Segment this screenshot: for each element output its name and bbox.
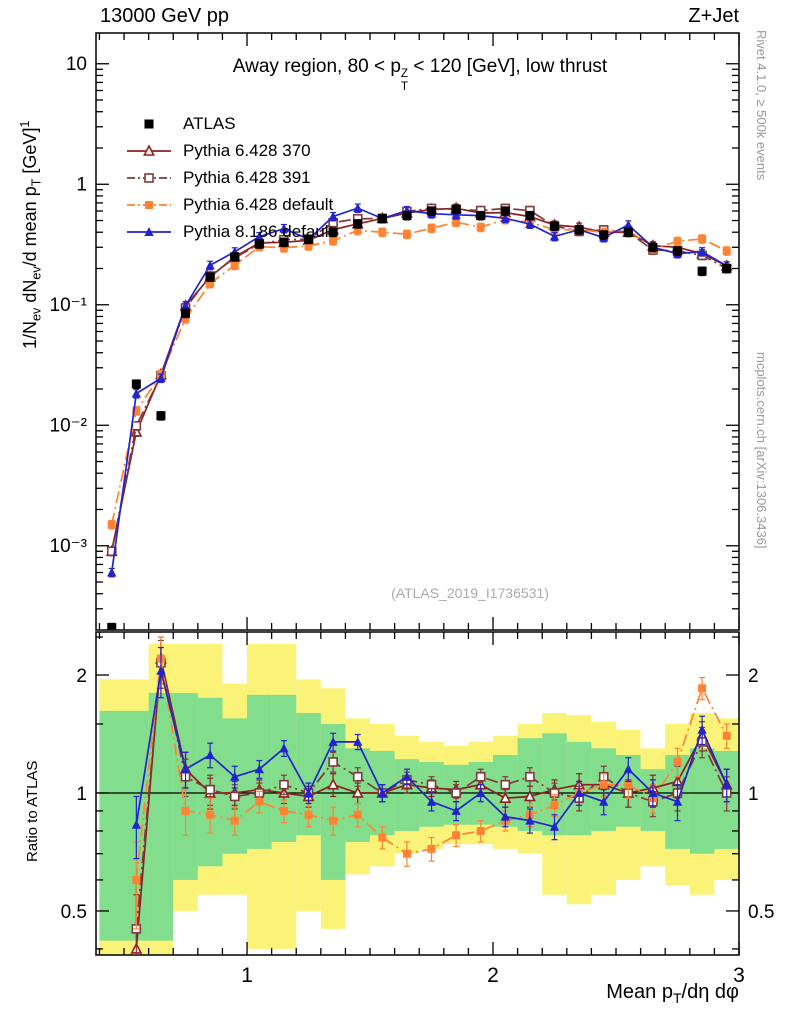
legend-item-pythia-6-428-370: Pythia 6.428 370 (126, 137, 333, 164)
tick-labels: 10⁻³ 10⁻² 10⁻¹ 1 10 0.5 0.5 1 1 2 2 1 2 3 (50, 54, 775, 987)
legend-marker-pythia-6-428-391-icon (127, 172, 171, 183)
ratio-panel-frame (95, 631, 740, 956)
legend-label: Pythia 6.428 391 (183, 167, 311, 187)
process-label: Z+Jet (688, 5, 739, 27)
svg-text:1: 1 (748, 784, 759, 805)
legend-item-pythia-6-428-default: Pythia 6.428 default (126, 191, 333, 218)
svg-text:1: 1 (76, 174, 87, 195)
legend: ATLAS Pythia 6.428 370 Pythia 6.428 391 Pyt… (126, 110, 333, 245)
axes-ticks (96, 33, 740, 955)
svg-text:10⁻²: 10⁻² (50, 415, 88, 436)
legend-label: ATLAS (183, 113, 236, 133)
svg-text:2: 2 (748, 666, 759, 687)
legend-item-pythia-6-428-391: Pythia 6.428 391 (126, 164, 333, 191)
series-main-pythia-6-428-391 (106, 203, 732, 557)
svg-text:10⁻¹: 10⁻¹ (50, 295, 88, 316)
y-axis-label-ratio: Ratio to ATLAS (24, 760, 41, 862)
series-main-atlas (107, 204, 732, 630)
rivet-version-note: Rivet 4.1.0, ≥ 500k events (754, 30, 769, 181)
legend-label: Pythia 6.428 370 (183, 140, 311, 160)
main-panel-frame (95, 32, 740, 631)
series-main-pythia-8-186-default (107, 203, 732, 578)
legend-item-pythia-8-186-default: Pythia 8.186 default (126, 218, 333, 245)
legend-marker-pythia-6-428-370-icon (127, 143, 171, 156)
legend-marker-pythia-8-186-default-icon (127, 226, 171, 236)
legend-item-atlas: ATLAS (126, 110, 333, 137)
svg-text:10⁻³: 10⁻³ (50, 536, 88, 557)
series-main-pythia-6-428-default (107, 214, 731, 530)
legend-marker-pythia-6-428-default-icon (127, 200, 171, 209)
svg-text:10: 10 (66, 54, 87, 75)
legend-marker-atlas-icon (144, 119, 154, 128)
series-ratio-pythia-8-186-default (131, 646, 732, 860)
svg-text:2: 2 (487, 964, 499, 987)
analysis-watermark: (ATLAS_2019_I1736531) (391, 585, 549, 601)
mcplots-citation-note: mcplots.cern.ch [arXiv:1306.3436] (754, 352, 769, 549)
legend-label: Pythia 6.428 default (183, 194, 334, 214)
svg-text:1: 1 (241, 964, 253, 987)
legend-label: Pythia 8.186 default (183, 221, 334, 241)
y-axis-label-main: 1/Nev dNev/d mean pT [GeV]1 (18, 120, 44, 349)
x-axis-label: Mean pT/dη dφ (606, 981, 739, 1006)
svg-text:0.5: 0.5 (61, 902, 87, 923)
svg-text:1: 1 (76, 784, 87, 805)
uncertainty-bands (99, 643, 739, 955)
series-main-pythia-6-428-370 (105, 201, 733, 557)
svg-text:0.5: 0.5 (748, 902, 774, 923)
beam-energy-label: 13000 GeV pp (100, 5, 229, 27)
svg-text:3: 3 (733, 964, 745, 987)
svg-text:2: 2 (76, 666, 87, 687)
